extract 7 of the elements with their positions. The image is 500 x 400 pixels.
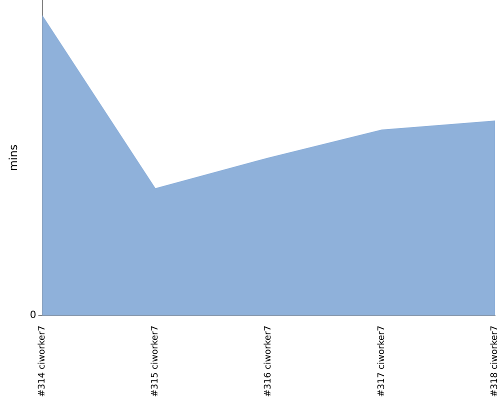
x-tick-label: #315 ciworker7	[150, 326, 160, 397]
x-tick-label: #318 ciworker7	[490, 326, 500, 397]
x-tick-label: #317 ciworker7	[376, 326, 387, 397]
x-tick-label: #314 ciworker7	[37, 326, 48, 397]
y-axis-title: mins	[7, 144, 20, 172]
x-tick-label: #316 ciworker7	[264, 326, 274, 397]
text: 0	[30, 310, 36, 322]
